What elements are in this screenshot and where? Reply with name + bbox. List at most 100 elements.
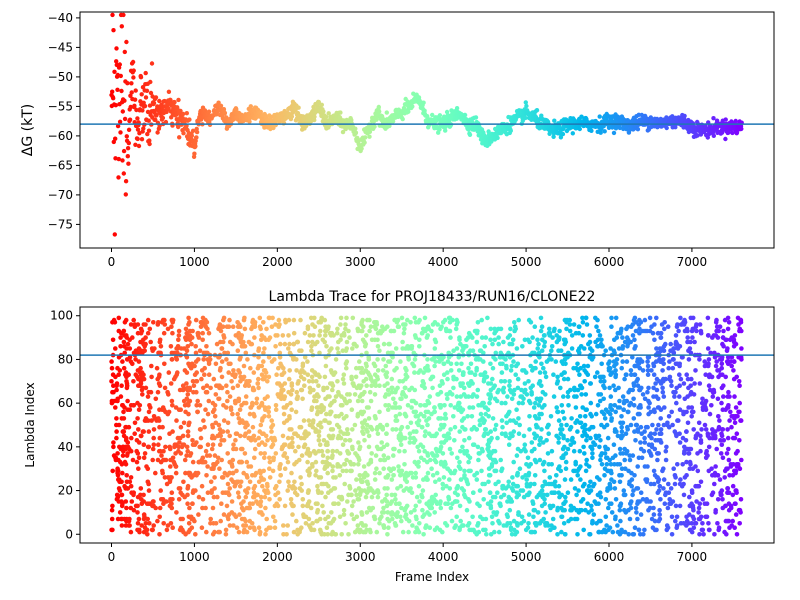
lambda-point (280, 433, 286, 439)
lambda-point (514, 346, 520, 351)
delta-g-y-tick-label: −75 (48, 217, 73, 231)
lambda-point (340, 376, 346, 382)
delta-g-point (323, 114, 329, 120)
lambda-point (474, 477, 480, 482)
lambda-point (739, 346, 744, 351)
lambda-point (470, 405, 476, 410)
lambda-point (402, 462, 407, 467)
lambda-point (689, 376, 694, 382)
delta-g-point (118, 73, 124, 79)
lambda-point (229, 379, 234, 384)
lambda-point (400, 339, 405, 345)
lambda-point (448, 335, 453, 340)
lambda-point (109, 527, 114, 533)
lambda-point (256, 435, 262, 441)
lambda-point (397, 411, 403, 417)
lambda-point (141, 492, 146, 498)
lambda-point (223, 527, 229, 533)
lambda-point (190, 501, 195, 507)
lambda-point (217, 442, 223, 448)
lambda-point (300, 497, 306, 502)
lambda-point (329, 510, 334, 515)
lambda-point (316, 433, 322, 439)
delta-g-point (570, 131, 575, 136)
delta-g-point (384, 110, 389, 115)
lambda-point (503, 400, 508, 406)
lambda-point (281, 411, 287, 417)
lambda-point (269, 429, 274, 434)
lambda-point (195, 409, 200, 415)
lambda-point (176, 333, 182, 338)
lambda-point (225, 451, 230, 456)
lambda-point (146, 429, 152, 434)
lambda-point (307, 389, 313, 395)
lambda-point (311, 333, 316, 338)
lambda-point (267, 497, 272, 502)
lambda-point (731, 414, 736, 419)
delta-g-point (147, 138, 152, 143)
lambda-point (205, 411, 211, 417)
lambda-point (367, 328, 372, 334)
lambda-point (696, 420, 702, 426)
delta-g-point (508, 128, 513, 133)
lambda-point (124, 473, 129, 478)
lambda-point (133, 357, 138, 362)
lambda-point (113, 346, 118, 351)
lambda-point (449, 518, 455, 524)
delta-g-y-ticks: −40−45−50−55−60−65−70−75 (48, 11, 80, 231)
lambda-point (157, 372, 162, 378)
lambda-point (656, 405, 662, 410)
lambda-point (223, 532, 229, 537)
lambda-point (287, 483, 292, 489)
lambda-point (116, 372, 121, 378)
lambda-point (407, 431, 413, 437)
lambda-point (590, 451, 595, 456)
delta-g-point (597, 114, 602, 119)
lambda-point (120, 453, 126, 458)
lambda-point (169, 490, 175, 496)
lambda-point (277, 355, 283, 360)
lambda-point (258, 475, 264, 480)
lambda-point (426, 368, 431, 373)
lambda-point (457, 527, 462, 533)
lambda-point (543, 510, 548, 515)
lambda-point (645, 372, 651, 378)
delta-g-point (695, 133, 700, 138)
lambda-point (256, 442, 262, 448)
lambda-point (392, 492, 398, 498)
lambda-point (528, 320, 534, 325)
lambda-point (684, 372, 689, 378)
lambda-point (541, 459, 547, 465)
delta-g-point (611, 130, 617, 136)
lambda-point (490, 521, 495, 526)
lambda-point (226, 492, 232, 498)
lambda-point (460, 381, 466, 386)
lambda-point (486, 444, 491, 450)
lambda-point (423, 429, 428, 434)
lambda-point (143, 341, 148, 347)
lambda-point (580, 433, 585, 439)
lambda-point (383, 403, 388, 408)
lambda-point (660, 389, 666, 395)
lambda-point (661, 344, 667, 349)
lambda-point (538, 315, 544, 321)
lambda-point (146, 488, 152, 493)
delta-g-point (113, 156, 118, 161)
lambda-point (266, 414, 272, 419)
lambda-point (668, 486, 674, 491)
lambda-point (662, 405, 667, 410)
lambda-point (169, 475, 174, 480)
lambda-point (414, 516, 419, 522)
delta-g-point (377, 109, 382, 114)
lambda-point (300, 396, 305, 402)
lambda-point (357, 359, 362, 364)
lambda-point (465, 481, 471, 487)
lambda-point (233, 400, 238, 406)
lambda-point (246, 383, 252, 389)
lambda-point (594, 324, 599, 330)
lambda-point (731, 368, 736, 373)
delta-g-point (682, 113, 687, 119)
lambda-point (284, 403, 290, 408)
lambda-point (121, 409, 126, 415)
lambda-point (311, 418, 316, 423)
